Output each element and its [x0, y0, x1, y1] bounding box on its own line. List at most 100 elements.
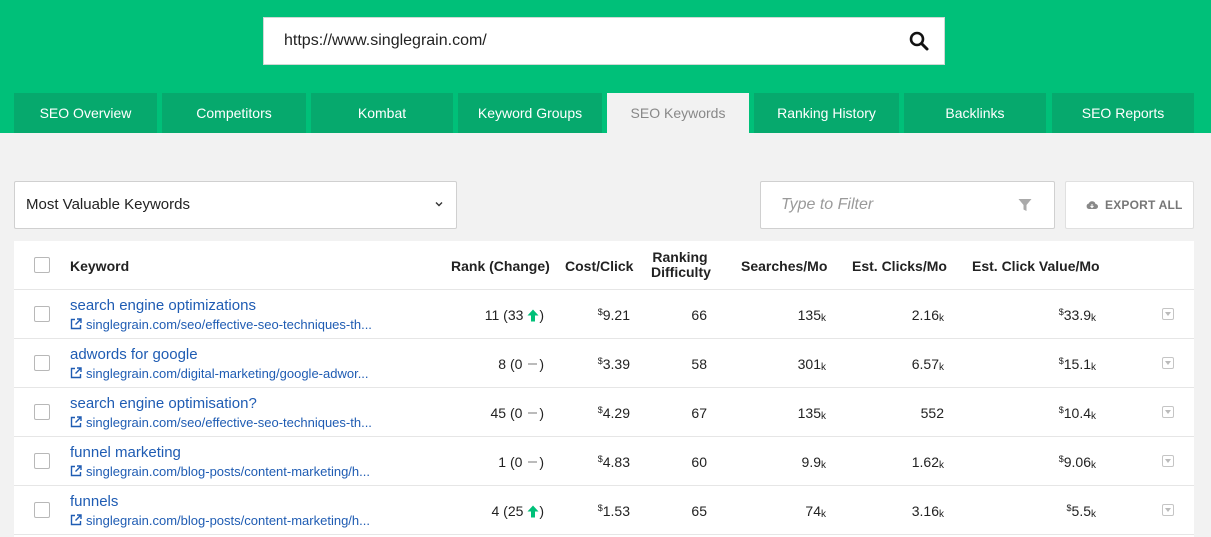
rank-change-value: 25 [507, 503, 524, 519]
rank-value: 4 [491, 503, 500, 519]
est-click-value-cell: $10.4k [1059, 405, 1096, 422]
est-clicks-cell: 2.16k [912, 307, 944, 324]
keywords-table: Keyword Rank (Change) Cost/Click Ranking… [14, 241, 1194, 537]
tab-competitors[interactable]: Competitors [162, 93, 306, 133]
difficulty-cell: 58 [691, 356, 707, 372]
currency-symbol: $ [1058, 405, 1064, 415]
tab-ranking-history[interactable]: Ranking History [754, 93, 899, 133]
est-clicks-value: 2.16 [911, 307, 939, 323]
est-clicks-cell: 552 [921, 405, 944, 422]
est-click-value-unit: k [1091, 362, 1096, 373]
row-checkbox[interactable] [34, 306, 50, 322]
est-click-value-cell: $5.5k [1067, 503, 1096, 520]
tab-keyword-groups[interactable]: Keyword Groups [458, 93, 602, 133]
est-click-value-cell: $33.9k [1059, 307, 1096, 324]
select-all-checkbox[interactable] [34, 257, 50, 273]
tab-seo-overview[interactable]: SEO Overview [14, 93, 157, 133]
ranking-url-link[interactable]: singlegrain.com/blog-posts/content-marke… [70, 464, 370, 479]
table-row: adwords for google singlegrain.com/digita… [14, 339, 1194, 388]
rank-change-value: 33 [507, 307, 524, 323]
keyword-link[interactable]: funnels [70, 493, 119, 510]
tab-seo-reports[interactable]: SEO Reports [1052, 93, 1194, 133]
ranking-url-text: singlegrain.com/blog-posts/content-marke… [86, 464, 370, 479]
filter-box [760, 181, 1055, 229]
tab-seo-keywords[interactable]: SEO Keywords [607, 93, 749, 133]
ranking-url-link[interactable]: singlegrain.com/blog-posts/content-marke… [70, 513, 370, 528]
rank-change-value: 0 [514, 454, 523, 470]
ranking-url-text: singlegrain.com/seo/effective-seo-techni… [86, 415, 372, 430]
expand-row-button[interactable] [1162, 357, 1174, 369]
col-rank-change: Rank (Change) [451, 258, 550, 274]
est-clicks-unit: k [939, 313, 944, 324]
keyword-link[interactable]: funnel marketing [70, 444, 181, 461]
est-click-value-unit: k [1091, 411, 1096, 422]
cost-per-click-cell: $4.29 [598, 405, 630, 421]
table-row: funnel marketing singlegrain.com/blog-pos… [14, 437, 1194, 486]
ranking-url-link[interactable]: singlegrain.com/digital-marketing/google… [70, 366, 369, 381]
est-clicks-value: 6.57 [911, 356, 939, 372]
expand-row-button[interactable] [1162, 406, 1174, 418]
currency-symbol: $ [1058, 307, 1064, 317]
cloud-download-icon [1086, 201, 1098, 209]
search-icon[interactable] [908, 30, 930, 52]
export-all-button[interactable]: EXPORT ALL [1065, 181, 1194, 229]
expand-row-button[interactable] [1162, 308, 1174, 320]
no-change-dash-icon [528, 363, 538, 365]
keyword-link[interactable]: search engine optimizations [70, 297, 256, 314]
difficulty-cell: 65 [691, 503, 707, 519]
tab-kombat[interactable]: Kombat [311, 93, 453, 133]
filter-input[interactable] [781, 182, 1011, 228]
searches-cell: 74k [805, 503, 826, 520]
keyword-link[interactable]: search engine optimisation? [70, 395, 257, 412]
row-checkbox[interactable] [34, 355, 50, 371]
caret-down-icon [1165, 459, 1171, 463]
currency-symbol: $ [597, 503, 603, 513]
col-searches-per-month: Searches/Mo [741, 258, 828, 274]
tab-backlinks[interactable]: Backlinks [904, 93, 1046, 133]
cost-per-click-value: 1.53 [602, 503, 630, 519]
cost-per-click-value: 3.39 [602, 356, 630, 372]
est-clicks-unit: k [939, 509, 944, 520]
expand-row-button[interactable] [1162, 455, 1174, 467]
currency-symbol: $ [597, 307, 603, 317]
row-checkbox[interactable] [34, 502, 50, 518]
keyword-view-select[interactable]: Most Valuable Keywords [14, 181, 457, 229]
searches-value: 9.9 [801, 454, 821, 470]
est-click-value: 15.1 [1063, 356, 1091, 372]
est-clicks-unit: k [939, 362, 944, 373]
table-row: funnels singlegrain.com/blog-posts/conten… [14, 486, 1194, 535]
col-est-click-value-per-month: Est. Click Value/Mo [972, 258, 1100, 274]
est-click-value: 33.9 [1063, 307, 1091, 323]
searches-value: 301 [797, 356, 821, 372]
searches-value: 74 [805, 503, 821, 519]
cost-per-click-cell: $1.53 [598, 503, 630, 519]
searches-value: 135 [797, 405, 821, 421]
url-search-input[interactable] [284, 18, 884, 64]
cost-per-click-value: 9.21 [602, 307, 630, 323]
ranking-url-link[interactable]: singlegrain.com/seo/effective-seo-techni… [70, 415, 372, 430]
rank-change-cell: 4 (25 ) [491, 503, 545, 519]
est-click-value-unit: k [1091, 460, 1096, 471]
rank-change-cell: 11 (33 ) [484, 307, 544, 323]
external-link-icon [70, 465, 82, 477]
searches-unit: k [821, 509, 826, 520]
est-click-value-unit: k [1091, 509, 1096, 520]
est-click-value: 10.4 [1063, 405, 1091, 421]
caret-down-icon [1165, 508, 1171, 512]
col-keyword: Keyword [70, 258, 130, 274]
rank-change-value: 0 [514, 405, 523, 421]
table-row: search engine optimisation? singlegrain.c… [14, 388, 1194, 437]
external-link-icon [70, 514, 82, 526]
currency-symbol: $ [597, 405, 603, 415]
keyword-link[interactable]: adwords for google [70, 346, 198, 363]
col-ranking-difficulty-line2: Difficulty [651, 264, 711, 280]
row-checkbox[interactable] [34, 453, 50, 469]
rank-value: 8 [498, 356, 507, 372]
trend-up-arrow-icon [527, 309, 539, 322]
rank-change-value: 0 [514, 356, 523, 372]
no-change-dash-icon [528, 461, 538, 463]
expand-row-button[interactable] [1162, 504, 1174, 516]
currency-symbol: $ [1058, 356, 1064, 366]
row-checkbox[interactable] [34, 404, 50, 420]
ranking-url-link[interactable]: singlegrain.com/seo/effective-seo-techni… [70, 317, 372, 332]
